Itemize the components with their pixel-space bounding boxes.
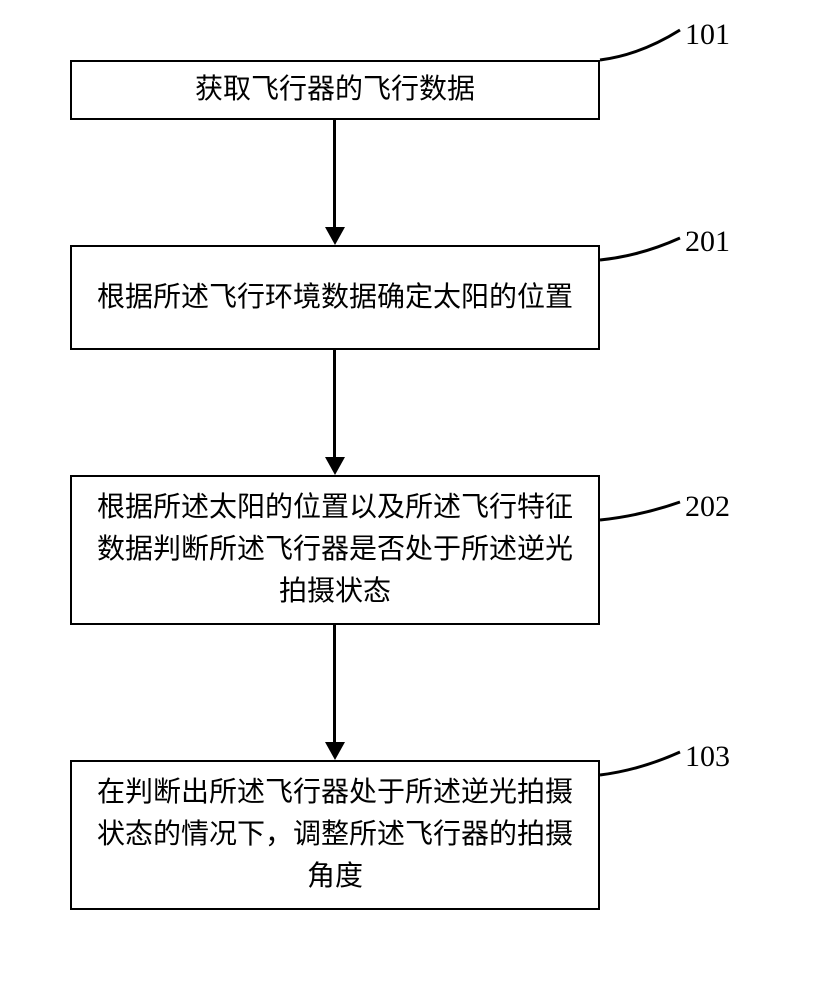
flowchart-container: 获取飞行器的飞行数据 101 根据所述飞行环境数据确定太阳的位置 201 根据所… [0,0,819,1000]
step-label-4: 103 [685,740,730,774]
label-connector-4 [0,0,819,1000]
